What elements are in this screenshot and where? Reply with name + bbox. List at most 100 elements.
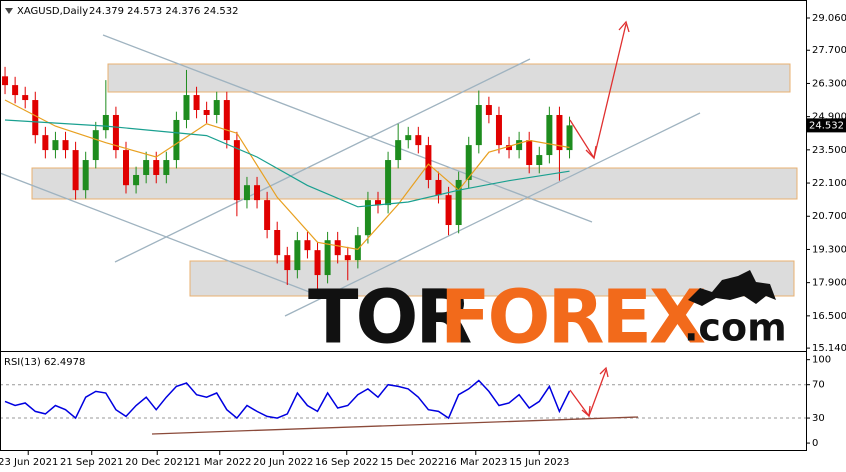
candle-body xyxy=(526,140,533,166)
x-tick-label: 15 Jun 2023 xyxy=(509,457,569,468)
candle-body xyxy=(112,114,119,151)
candle-body xyxy=(284,255,291,271)
candle-body xyxy=(12,85,19,96)
y-tick-label: 30 xyxy=(812,413,825,424)
candle-body xyxy=(556,114,563,151)
candle-body xyxy=(516,140,523,151)
y-tick-label: 19.300 xyxy=(812,244,846,255)
trend-lines xyxy=(0,34,701,317)
candle-body xyxy=(133,174,140,186)
candle-body xyxy=(153,160,160,175)
forecast-arrows xyxy=(569,20,630,418)
candle-body xyxy=(304,240,311,251)
y-tick-label: 100 xyxy=(812,355,831,366)
frame xyxy=(0,0,807,451)
candle-body xyxy=(324,240,331,276)
candle-body xyxy=(354,235,361,261)
arrow-head xyxy=(618,20,630,33)
candle-body xyxy=(495,114,502,146)
x-tick-label: 20 Jun 2022 xyxy=(253,457,313,468)
y-tick-label: 16.500 xyxy=(812,311,846,322)
trend-line xyxy=(102,34,593,223)
candle-body xyxy=(2,76,9,86)
candle-body xyxy=(425,145,432,180)
symbol-icon xyxy=(5,8,13,14)
y-tick-label: 22.100 xyxy=(812,178,846,189)
y-tick-label: 0 xyxy=(812,438,818,449)
candle-body xyxy=(233,140,240,201)
candle-body xyxy=(42,135,49,151)
candle-body xyxy=(465,145,472,180)
candle-body xyxy=(254,185,261,201)
trend-line xyxy=(0,172,313,294)
moving-average xyxy=(4,119,570,208)
candle-body xyxy=(62,140,69,151)
candle-body xyxy=(92,130,99,161)
candle-body xyxy=(52,140,59,151)
x-tick-label: 21 Mar 2022 xyxy=(188,457,251,468)
price-label-box xyxy=(806,118,846,133)
y-tick-label: 29.060 xyxy=(812,13,846,24)
rsi-line xyxy=(4,379,571,420)
candle-body xyxy=(72,150,79,191)
y-tick-label: 24.900 xyxy=(812,112,846,123)
y-tick-label: 70 xyxy=(812,380,825,391)
candle-body xyxy=(506,145,513,151)
moving-average xyxy=(4,99,570,251)
candle-body xyxy=(274,230,281,256)
y-tick-label: 27.700 xyxy=(812,45,846,56)
candle-body xyxy=(123,150,130,186)
y-tick-label: 26.300 xyxy=(812,78,846,89)
y-tick-label: 15.140 xyxy=(812,343,846,354)
candle-body xyxy=(546,114,553,156)
x-tick-label: 23 Jun 2021 xyxy=(0,457,58,468)
watermark-text: TOR xyxy=(308,275,471,361)
candle-body xyxy=(223,100,230,141)
y-tick-label: 17.900 xyxy=(812,278,846,289)
candle-body xyxy=(415,135,422,146)
candle-body xyxy=(395,140,402,161)
candle-body xyxy=(294,240,301,271)
candle-body xyxy=(183,95,190,120)
candle-body xyxy=(193,95,200,111)
candle-body xyxy=(455,179,462,226)
candle-body xyxy=(173,119,180,161)
candle-body xyxy=(243,185,250,201)
rsi-trend-line xyxy=(151,416,639,435)
candle-body xyxy=(566,125,573,151)
x-tick-label: 20 Dec 2021 xyxy=(125,457,189,468)
plot-border xyxy=(0,0,807,451)
price-label: 24.532 xyxy=(809,120,844,131)
candle-body xyxy=(485,105,492,115)
resistance-zone xyxy=(107,63,791,93)
candle-body xyxy=(435,179,442,196)
y-tick-label: 20.700 xyxy=(812,211,846,222)
candle-body xyxy=(375,200,382,206)
x-tick-label: 15 Dec 2022 xyxy=(380,457,444,468)
candle-body xyxy=(22,95,29,101)
candle-body xyxy=(445,195,452,226)
candle-body xyxy=(82,160,89,191)
candle-body xyxy=(163,160,170,175)
candle-body xyxy=(213,100,220,115)
candle-body xyxy=(143,160,150,175)
candle-body xyxy=(344,255,351,261)
candle-body xyxy=(314,250,321,276)
candle-body xyxy=(475,105,482,146)
trend-line xyxy=(284,112,701,317)
y-tick-label: 23.500 xyxy=(812,145,846,156)
candle-body xyxy=(203,110,210,115)
watermark-text: FOREX xyxy=(440,275,705,361)
candle-body xyxy=(405,135,412,141)
candle-body xyxy=(385,160,392,206)
support-zone xyxy=(189,260,795,297)
trend-line xyxy=(114,58,531,263)
candle-body xyxy=(334,240,341,256)
symbol: XAGUSD,Daily xyxy=(17,6,88,17)
watermark: TOR FOREX .com xyxy=(308,270,787,361)
x-tick-label: 21 Sep 2021 xyxy=(60,457,123,468)
x-tick-label: 16 Sep 2022 xyxy=(315,457,378,468)
candle-body xyxy=(264,200,271,231)
candle-body xyxy=(364,200,371,236)
